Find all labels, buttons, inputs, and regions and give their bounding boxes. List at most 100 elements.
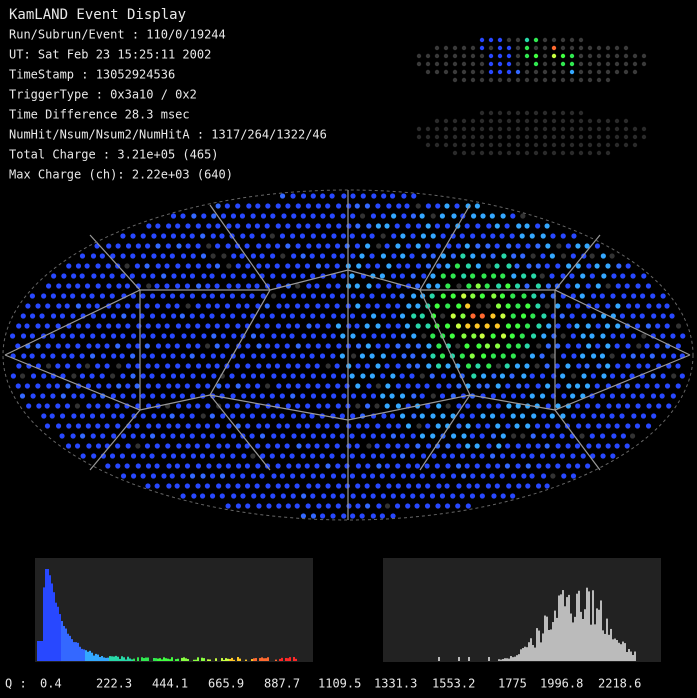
pmt	[349, 233, 355, 239]
pmt	[144, 343, 150, 349]
pmt	[216, 463, 222, 469]
hist-bar	[37, 641, 39, 661]
mini-pmt	[497, 37, 503, 43]
pmt	[226, 223, 232, 229]
pmt	[506, 483, 512, 489]
pmt	[161, 453, 167, 459]
pmt	[525, 443, 532, 449]
pmt	[74, 403, 81, 409]
pmt	[581, 313, 587, 319]
pmt	[95, 263, 101, 269]
scale-tick: 0.4	[40, 677, 62, 691]
pmt	[254, 283, 260, 289]
pmt	[180, 273, 187, 279]
pmt	[20, 333, 27, 339]
pmt	[430, 213, 436, 219]
pmt	[310, 293, 317, 299]
pmt	[325, 243, 331, 249]
mini-pmt	[524, 45, 530, 51]
pmt	[26, 403, 32, 409]
pmt	[295, 383, 301, 389]
pmt	[399, 453, 406, 459]
pmt	[565, 443, 571, 449]
pmt	[244, 243, 250, 249]
pmt	[130, 453, 137, 459]
mini-pmt	[623, 45, 629, 51]
pmt	[541, 433, 547, 439]
pmt	[445, 263, 451, 269]
pmt	[79, 333, 85, 339]
hist-bar	[554, 610, 556, 661]
pmt	[235, 463, 242, 469]
pmt	[326, 283, 332, 289]
mini-pmt	[596, 118, 602, 124]
pmt	[55, 363, 61, 369]
pmt	[269, 313, 275, 319]
pmt	[294, 483, 300, 489]
mini-pmt	[623, 134, 629, 140]
hist-bar	[105, 657, 107, 661]
hist-bar	[530, 638, 532, 661]
pmt	[516, 223, 522, 229]
hist-bar	[59, 614, 61, 661]
pmt	[414, 363, 421, 369]
pmt	[515, 463, 521, 469]
hist-bar	[596, 608, 598, 661]
pmt	[574, 283, 581, 289]
pmt	[86, 343, 92, 349]
pmt	[174, 343, 180, 349]
pmt	[179, 293, 185, 299]
pmt	[45, 303, 51, 309]
mini-pmt	[596, 134, 602, 140]
pmt	[535, 443, 541, 449]
pmt	[310, 373, 316, 379]
pmt	[250, 213, 256, 219]
pmt	[555, 423, 561, 429]
pmt	[339, 413, 346, 419]
mini-pmt	[623, 126, 629, 132]
pmt	[550, 453, 556, 459]
pmt	[61, 273, 67, 279]
pmt	[15, 343, 21, 349]
pmt	[290, 373, 296, 379]
pmt	[309, 253, 315, 259]
pmt	[559, 453, 566, 459]
pmt	[489, 453, 496, 459]
pmt	[60, 333, 66, 339]
pmt	[245, 223, 252, 229]
pmt	[409, 373, 415, 379]
pmt	[580, 393, 586, 399]
hist-bar	[95, 653, 97, 661]
pmt	[99, 293, 106, 299]
mini-pmt	[605, 150, 611, 156]
pmt	[75, 303, 82, 309]
pmt	[425, 403, 431, 409]
pmt	[134, 423, 140, 429]
pmt	[605, 283, 611, 289]
pmt	[230, 413, 236, 419]
pmt	[79, 253, 86, 259]
pmt	[195, 263, 201, 269]
mini-pmt	[488, 61, 494, 67]
pmt	[200, 413, 206, 419]
mini-pmt	[515, 126, 521, 132]
pmt	[246, 203, 252, 209]
mini-pmt	[578, 53, 584, 59]
pmt	[384, 363, 390, 369]
pmt	[664, 383, 671, 389]
hist-bar	[580, 611, 582, 661]
pmt	[469, 353, 475, 359]
pmt	[385, 383, 391, 389]
pmt	[579, 293, 585, 299]
pmt	[415, 443, 421, 449]
pmt	[190, 253, 196, 259]
pmt	[445, 443, 451, 449]
pmt	[359, 513, 365, 519]
pmt	[354, 243, 361, 249]
pmt	[349, 473, 356, 479]
pmt	[165, 343, 171, 349]
hist-bar	[634, 651, 636, 661]
pmt	[535, 483, 542, 489]
pmt	[35, 303, 41, 309]
pmt	[75, 423, 82, 429]
